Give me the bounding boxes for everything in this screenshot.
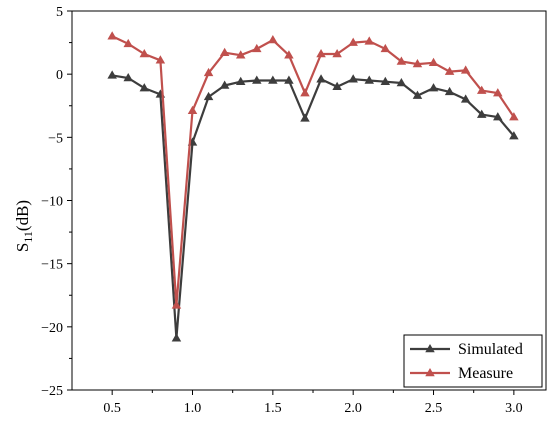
data-point bbox=[460, 65, 471, 74]
data-point bbox=[509, 131, 519, 140]
series-line bbox=[111, 35, 515, 307]
data-point bbox=[123, 72, 133, 82]
data-point bbox=[412, 59, 423, 68]
x-axis: 0.5 1.0 1.5 2.0 2.5 3.0 bbox=[103, 390, 523, 416]
y-axis-label-unit: (dB) bbox=[13, 200, 32, 231]
legend-box bbox=[403, 334, 543, 388]
data-point bbox=[509, 112, 519, 121]
data-point bbox=[235, 76, 246, 85]
x-tick-label: 0.5 bbox=[103, 401, 121, 416]
y-tick-label: −10 bbox=[41, 195, 63, 210]
data-point bbox=[412, 90, 423, 99]
data-point bbox=[284, 75, 294, 84]
data-point bbox=[123, 38, 133, 48]
data-point bbox=[139, 83, 150, 92]
data-point bbox=[203, 91, 214, 101]
legend-entry: Simulated bbox=[410, 341, 523, 358]
series-measure bbox=[107, 31, 519, 309]
data-point bbox=[332, 81, 342, 91]
data-point bbox=[171, 300, 182, 309]
y-tick-label: −25 bbox=[41, 384, 63, 399]
data-point bbox=[444, 66, 455, 75]
y-tick-label: 0 bbox=[56, 68, 63, 83]
data-point bbox=[107, 31, 117, 40]
data-point bbox=[476, 85, 487, 94]
plot-frame bbox=[71, 10, 547, 391]
legend-marker bbox=[425, 368, 435, 377]
data-point bbox=[203, 67, 214, 77]
data-point bbox=[219, 47, 230, 56]
data-point bbox=[139, 48, 150, 58]
data-point bbox=[252, 43, 262, 53]
data-point bbox=[476, 109, 487, 118]
data-point bbox=[300, 88, 310, 97]
plot-area bbox=[71, 10, 547, 391]
data-point bbox=[493, 88, 503, 97]
data-point bbox=[428, 57, 439, 67]
x-tick-label: 3.0 bbox=[505, 401, 523, 416]
y-axis: 5 0 −5 −10 −15 −20 −25 bbox=[41, 5, 72, 399]
y-tick-label: −20 bbox=[41, 321, 63, 336]
legend-label: Measure bbox=[458, 365, 513, 382]
data-point bbox=[300, 113, 310, 122]
data-point bbox=[219, 80, 230, 89]
data-point bbox=[252, 75, 262, 84]
data-point bbox=[284, 50, 294, 59]
y-tick-label: 5 bbox=[56, 5, 63, 20]
data-point bbox=[316, 48, 326, 58]
legend-marker bbox=[425, 344, 435, 353]
y-axis-label-main: S bbox=[13, 243, 32, 252]
data-point bbox=[316, 74, 326, 83]
data-point bbox=[396, 56, 407, 65]
data-point bbox=[107, 70, 117, 79]
data-point bbox=[444, 86, 455, 96]
data-point bbox=[460, 94, 471, 103]
y-axis-label: S11(dB) bbox=[13, 200, 35, 252]
data-point bbox=[332, 48, 342, 58]
x-tick-label: 2.5 bbox=[425, 401, 443, 416]
data-point bbox=[187, 105, 198, 115]
series-line bbox=[112, 74, 515, 340]
data-point bbox=[268, 75, 278, 84]
y-axis-label-subscript: 11 bbox=[21, 231, 35, 243]
series-simulated bbox=[107, 70, 519, 342]
data-point bbox=[493, 112, 503, 121]
series-layer bbox=[107, 31, 519, 342]
x-tick-label: 2.0 bbox=[344, 401, 362, 416]
legend-label: Simulated bbox=[458, 341, 523, 358]
y-tick-label: −15 bbox=[41, 258, 63, 273]
data-point bbox=[396, 78, 407, 87]
data-point bbox=[380, 76, 391, 85]
data-point bbox=[428, 83, 439, 92]
legend-entry: Measure bbox=[410, 365, 513, 382]
data-point bbox=[235, 50, 246, 59]
data-point bbox=[268, 35, 278, 44]
data-point bbox=[348, 74, 358, 83]
data-point bbox=[364, 75, 375, 84]
data-point bbox=[380, 43, 391, 53]
data-point bbox=[171, 333, 182, 342]
data-point bbox=[155, 55, 166, 64]
legend: Simulated Measure bbox=[403, 334, 543, 388]
data-point bbox=[364, 36, 375, 45]
x-tick-label: 1.0 bbox=[184, 401, 202, 416]
x-tick-label: 1.5 bbox=[264, 401, 282, 416]
data-point bbox=[348, 37, 358, 46]
y-tick-label: −5 bbox=[48, 131, 63, 146]
